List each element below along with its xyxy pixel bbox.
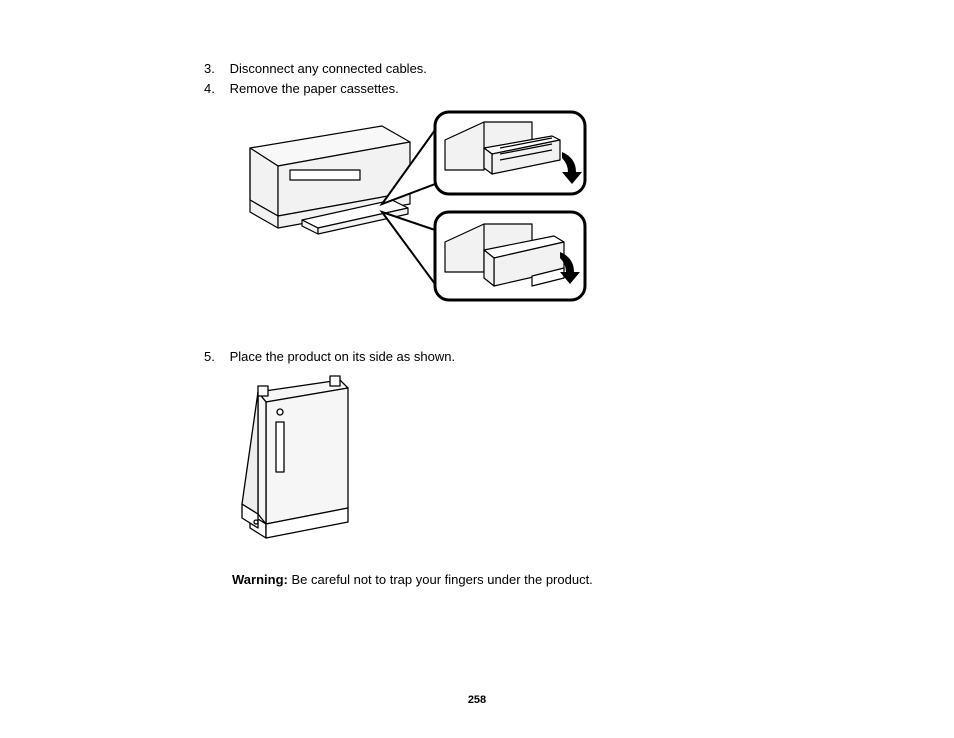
warning-text: Be careful not to trap your fingers unde… — [288, 572, 593, 587]
warning-note: Warning: Be careful not to trap your fin… — [232, 572, 593, 587]
step-5-num: 5. — [204, 348, 226, 366]
callout-lower-cassette — [435, 212, 585, 300]
warning-label: Warning: — [232, 572, 288, 587]
page-number: 258 — [0, 694, 954, 706]
step-4: 4. Remove the paper cassettes. — [204, 80, 399, 98]
step-3-num: 3. — [204, 60, 226, 78]
figure-on-side — [232, 372, 392, 552]
figure-remove-cassettes — [232, 108, 592, 333]
step-5: 5. Place the product on its side as show… — [204, 348, 455, 366]
step-4-text: Remove the paper cassettes. — [230, 81, 399, 96]
step-4-num: 4. — [204, 80, 226, 98]
step-5-text: Place the product on its side as shown. — [230, 349, 455, 364]
callout-upper-cassette — [435, 112, 585, 194]
step-3: 3. Disconnect any connected cables. — [204, 60, 427, 78]
manual-page: 3. Disconnect any connected cables. 4. R… — [0, 0, 954, 738]
step-3-text: Disconnect any connected cables. — [230, 61, 427, 76]
